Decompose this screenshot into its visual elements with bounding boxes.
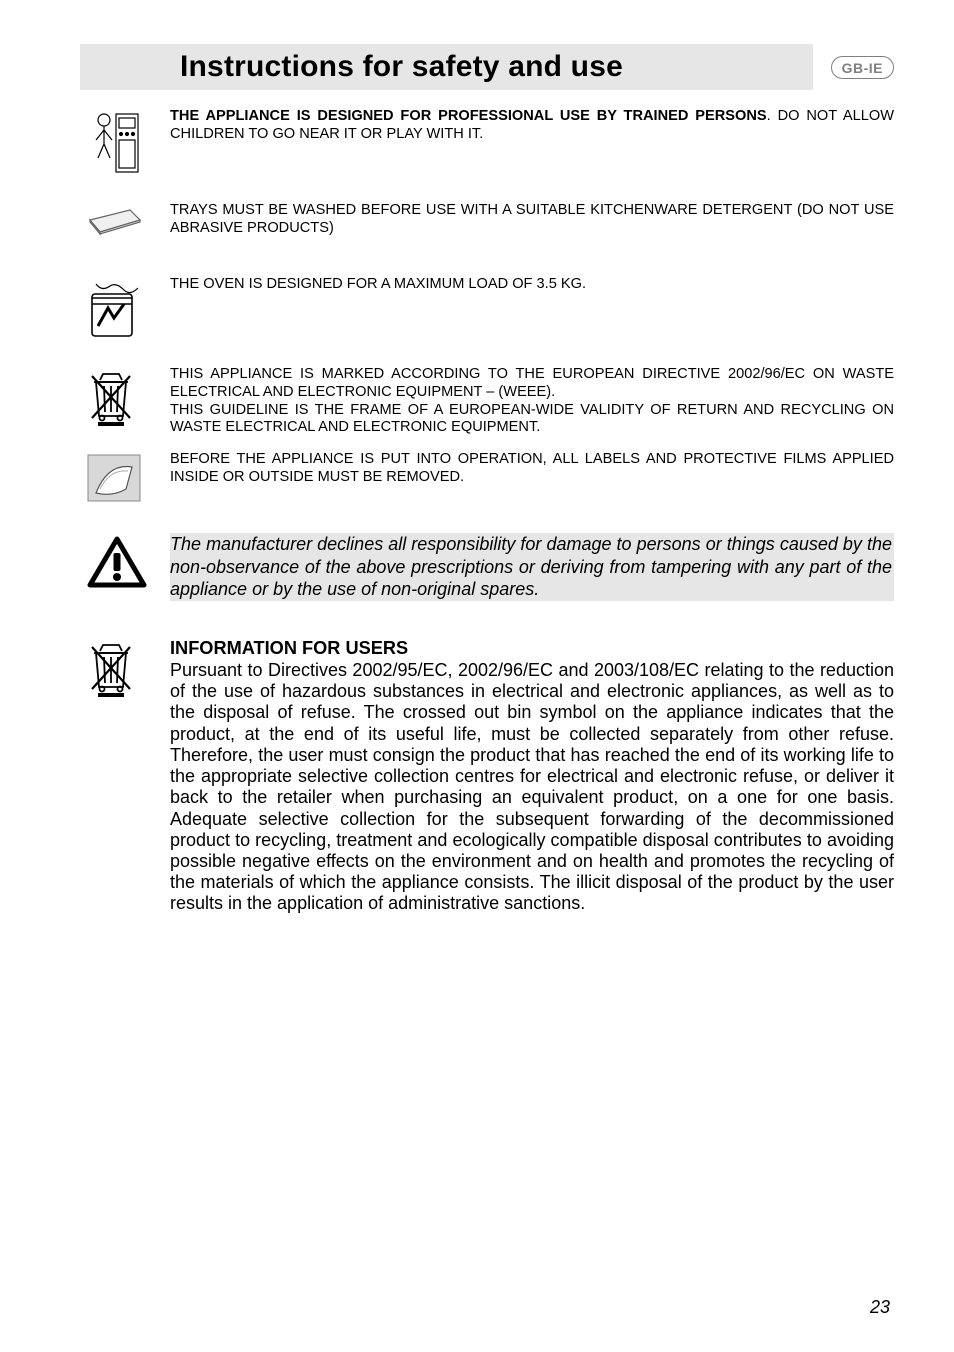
section-info-users: INFORMATION FOR USERS Pursuant to Direct… bbox=[86, 637, 894, 915]
info-heading: INFORMATION FOR USERS bbox=[170, 637, 894, 659]
page-number: 23 bbox=[870, 1297, 890, 1318]
weee-text-2: THIS GUIDELINE IS THE FRAME OF A EUROPEA… bbox=[170, 402, 894, 438]
section-trays: TRAYS MUST BE WASHED BEFORE USE WITH A S… bbox=[86, 202, 894, 258]
header-row: Instructions for safety and use GB-IE bbox=[80, 44, 894, 90]
language-badge: GB-IE bbox=[831, 56, 894, 79]
section-children: THE APPLIANCE IS DESIGNED FOR PROFESSION… bbox=[86, 108, 894, 184]
section-trays-text: TRAYS MUST BE WASHED BEFORE USE WITH A S… bbox=[170, 202, 894, 238]
section-weee: THIS APPLIANCE IS MARKED ACCORDING TO TH… bbox=[86, 366, 894, 437]
tray-icon bbox=[86, 202, 170, 238]
page-title: Instructions for safety and use bbox=[180, 50, 623, 84]
manual-page: Instructions for safety and use GB-IE TH bbox=[0, 0, 954, 1352]
weee-bin-icon bbox=[86, 366, 170, 428]
section-labels-text: BEFORE THE APPLIANCE IS PUT INTO OPERATI… bbox=[170, 451, 894, 487]
header-bar: Instructions for safety and use bbox=[80, 44, 813, 90]
section-children-text: THE APPLIANCE IS DESIGNED FOR PROFESSION… bbox=[170, 108, 894, 144]
remove-film-icon bbox=[86, 451, 170, 503]
section-load: THE OVEN IS DESIGNED FOR A MAXIMUM LOAD … bbox=[86, 276, 894, 348]
weee-text-1: THIS APPLIANCE IS MARKED ACCORDING TO TH… bbox=[170, 366, 894, 402]
child-safety-icon bbox=[86, 108, 170, 176]
info-body: Pursuant to Directives 2002/95/EC, 2002/… bbox=[170, 660, 894, 915]
manufacturer-disclaimer: The manufacturer declines all responsibi… bbox=[170, 533, 894, 601]
section-load-text: THE OVEN IS DESIGNED FOR A MAXIMUM LOAD … bbox=[170, 276, 894, 294]
warning-triangle-icon bbox=[86, 533, 170, 591]
section-manufacturer: The manufacturer declines all responsibi… bbox=[86, 533, 894, 601]
info-users-text: INFORMATION FOR USERS Pursuant to Direct… bbox=[170, 637, 894, 915]
children-bold: THE APPLIANCE IS DESIGNED FOR PROFESSION… bbox=[170, 108, 767, 124]
load-limit-icon bbox=[86, 276, 170, 340]
section-weee-text: THIS APPLIANCE IS MARKED ACCORDING TO TH… bbox=[170, 366, 894, 437]
weee-bin-icon bbox=[86, 637, 170, 699]
section-labels: BEFORE THE APPLIANCE IS PUT INTO OPERATI… bbox=[86, 451, 894, 515]
